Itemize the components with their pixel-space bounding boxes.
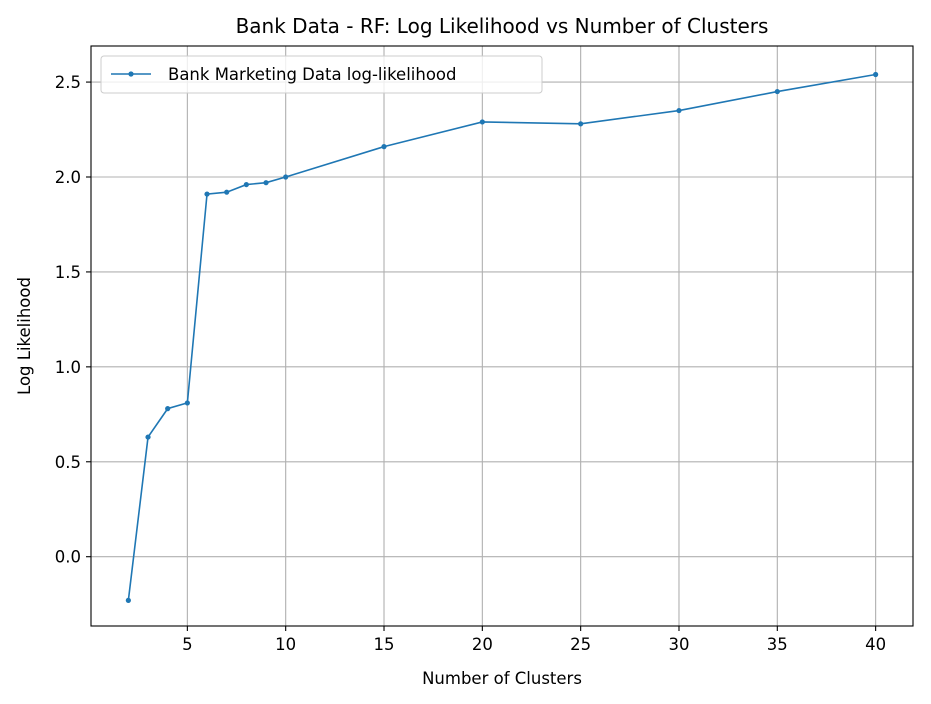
- y-tick-label: 0.5: [55, 453, 81, 472]
- legend-label: Bank Marketing Data log-likelihood: [168, 65, 457, 84]
- x-axis-label: Number of Clusters: [422, 669, 582, 688]
- x-tick-label: 20: [472, 635, 493, 654]
- data-point: [243, 181, 249, 188]
- data-point: [125, 597, 131, 603]
- x-tick-label: 25: [570, 635, 591, 654]
- x-tick-label: 30: [668, 635, 689, 654]
- series-line: [127, 73, 876, 601]
- data-point: [224, 189, 230, 195]
- data-point: [479, 119, 485, 125]
- data-point: [873, 71, 879, 78]
- y-tick-label: 1.0: [55, 358, 81, 377]
- x-tick-label: 10: [275, 635, 296, 654]
- data-point: [774, 88, 780, 95]
- data-point: [381, 144, 387, 150]
- y-tick-label: 1.5: [55, 263, 81, 282]
- grid-lines: [91, 46, 913, 626]
- data-point: [263, 180, 269, 186]
- y-axis-label: Log Likelihood: [15, 277, 34, 395]
- data-point: [145, 434, 151, 440]
- plot-frame: [90, 45, 914, 627]
- legend: Bank Marketing Data log-likelihood: [100, 55, 543, 94]
- legend-box: [100, 55, 543, 94]
- y-tick-label: 2.5: [55, 73, 81, 92]
- chart-title: Bank Data - RF: Log Likelihood vs Number…: [236, 14, 769, 38]
- legend-marker-swatch: [128, 71, 134, 77]
- x-tick-label: 5: [182, 635, 193, 654]
- data-point: [578, 121, 584, 127]
- y-tick-label: 0.0: [55, 548, 81, 567]
- data-point: [184, 400, 190, 406]
- data-point: [283, 174, 289, 180]
- y-tick-label: 2.0: [55, 168, 81, 187]
- data-point: [165, 406, 171, 412]
- data-point: [676, 107, 682, 114]
- series-layer: [125, 71, 879, 603]
- x-tick-label: 15: [374, 635, 395, 654]
- x-tick-label: 35: [767, 635, 788, 654]
- x-axis: 5 10 15 20 25 30 35 40: [182, 626, 886, 654]
- x-tick-label: 40: [865, 635, 886, 654]
- y-axis: 0.0 0.5 1.0 1.5 2.0 2.5: [55, 73, 91, 567]
- data-point: [204, 191, 210, 197]
